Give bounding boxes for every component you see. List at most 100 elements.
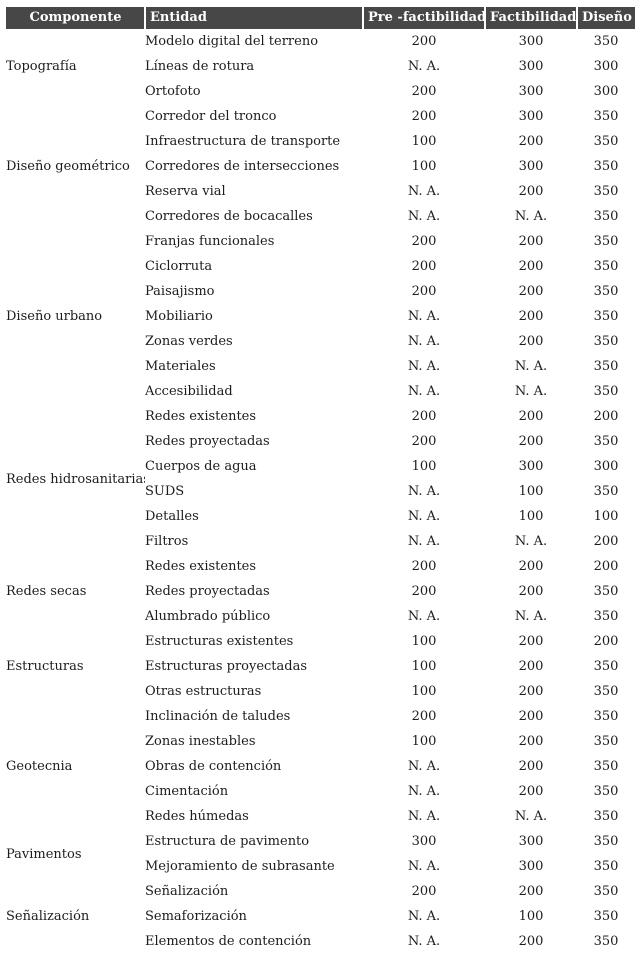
entity-cell: Mejoramiento de subrasante bbox=[145, 859, 335, 874]
value-cell-pre: 100 bbox=[411, 134, 437, 149]
column-header-componente: Componente bbox=[6, 7, 145, 29]
value-cell-pre: N. A. bbox=[407, 859, 441, 874]
entity-cell: Corredores de bocacalles bbox=[145, 209, 313, 224]
value-cell-fact: 200 bbox=[518, 559, 544, 574]
entity-cell: Corredores de intersecciones bbox=[145, 159, 340, 174]
value-cell-fact: 200 bbox=[518, 334, 544, 349]
entity-cell: Redes húmedas bbox=[145, 809, 249, 824]
value-cell-pre: 200 bbox=[411, 34, 437, 49]
value-cell-dis: 350 bbox=[593, 909, 619, 924]
table-row: Mejoramiento de subrasante N. A. 300 350 bbox=[6, 854, 635, 879]
value-cell-fact: 200 bbox=[518, 634, 544, 649]
entity-cell: Señalización bbox=[145, 884, 229, 899]
table-row: SUDS N. A. 100 350 bbox=[6, 479, 635, 504]
table-row: Pavimentos Estructura de pavimento 300 300 3… bbox=[6, 829, 635, 862]
entity-cell: Mobiliario bbox=[145, 309, 213, 324]
value-cell-fact: 300 bbox=[518, 109, 544, 124]
entity-cell: Cuerpos de agua bbox=[145, 459, 257, 474]
entity-cell: Estructura de pavimento bbox=[145, 834, 310, 849]
entity-cell: Cimentación bbox=[145, 784, 229, 799]
value-cell-pre: N. A. bbox=[407, 484, 441, 499]
value-cell-fact: 300 bbox=[518, 84, 544, 99]
value-cell-pre: N. A. bbox=[407, 509, 441, 524]
value-cell-dis: 350 bbox=[593, 484, 619, 499]
value-cell-fact: 200 bbox=[518, 659, 544, 674]
value-cell-dis: 200 bbox=[593, 409, 619, 424]
entity-cell: SUDS bbox=[145, 484, 185, 499]
value-cell-pre: 200 bbox=[411, 559, 437, 574]
value-cell-fact: 200 bbox=[518, 784, 544, 799]
entity-cell: Redes proyectadas bbox=[145, 434, 270, 449]
value-cell-pre: N. A. bbox=[407, 909, 441, 924]
value-cell-pre: 200 bbox=[411, 84, 437, 99]
value-cell-dis: 350 bbox=[593, 109, 619, 124]
value-cell-dis: 350 bbox=[593, 934, 619, 949]
table-row: Mobiliario N. A. 200 350 bbox=[6, 304, 635, 329]
value-cell-pre: 100 bbox=[411, 734, 437, 749]
value-cell-fact: N. A. bbox=[514, 359, 548, 374]
entity-cell: Estructuras proyectadas bbox=[145, 659, 308, 674]
entity-cell: Ortofoto bbox=[145, 84, 201, 99]
entity-cell: Semaforización bbox=[145, 909, 247, 924]
component-cell: Pavimentos bbox=[6, 846, 82, 862]
component-cell: Redes hidrosanitarias bbox=[6, 471, 145, 487]
component-cell: Diseño geométrico bbox=[6, 159, 130, 174]
value-cell-pre: N. A. bbox=[407, 59, 441, 74]
value-cell-fact: 300 bbox=[518, 34, 544, 49]
value-cell-dis: 200 bbox=[593, 534, 619, 549]
table-row: Diseño urbano Franjas funcionales 200 200 35… bbox=[6, 229, 635, 324]
table-row: Diseño geométrico Corredor del tronco 200 3… bbox=[6, 104, 635, 174]
value-cell-fact: 200 bbox=[518, 709, 544, 724]
component-cell: Estructuras bbox=[6, 659, 84, 674]
value-cell-pre: N. A. bbox=[407, 534, 441, 549]
component-cell: Topografía bbox=[6, 59, 77, 74]
table-row: Semaforización N. A. 100 350 bbox=[6, 904, 635, 929]
value-cell-dis: 300 bbox=[593, 459, 619, 474]
value-cell-pre: N. A. bbox=[407, 384, 441, 399]
value-cell-pre: 200 bbox=[411, 234, 437, 249]
value-cell-fact: N. A. bbox=[514, 534, 548, 549]
value-cell-dis: 350 bbox=[593, 134, 619, 149]
value-cell-dis: 350 bbox=[593, 334, 619, 349]
value-cell-dis: 300 bbox=[593, 59, 619, 74]
table-row: Redes proyectadas 200 200 350 bbox=[6, 579, 635, 604]
value-cell-dis: 350 bbox=[593, 834, 619, 849]
table-row: Topografía Modelo digital del terreno 200 3… bbox=[6, 29, 635, 74]
value-cell-pre: N. A. bbox=[407, 334, 441, 349]
value-cell-fact: 200 bbox=[518, 584, 544, 599]
value-cell-fact: 300 bbox=[518, 459, 544, 474]
value-cell-dis: 350 bbox=[593, 809, 619, 824]
entity-cell: Modelo digital del terreno bbox=[145, 34, 319, 49]
value-cell-pre: N. A. bbox=[407, 359, 441, 374]
value-cell-dis: 350 bbox=[593, 184, 619, 199]
value-cell-dis: 350 bbox=[593, 734, 619, 749]
value-cell-fact: 200 bbox=[518, 884, 544, 899]
table-row: Redes secas Redes existentes 200 200 200 bbox=[6, 554, 635, 599]
value-cell-fact: 200 bbox=[518, 409, 544, 424]
value-cell-pre: N. A. bbox=[407, 309, 441, 324]
value-cell-fact: 300 bbox=[518, 859, 544, 874]
table-row: Líneas de rotura N. A. 300 300 bbox=[6, 54, 635, 79]
value-cell-pre: 300 bbox=[411, 834, 437, 849]
value-cell-fact: 200 bbox=[518, 184, 544, 199]
value-cell-pre: 100 bbox=[411, 159, 437, 174]
value-cell-fact: 300 bbox=[518, 159, 544, 174]
table-row: Infraestructura de transporte 100 200 350 bbox=[6, 129, 635, 154]
table-row: Cuerpos de agua 100 300 300 bbox=[6, 454, 635, 479]
column-header-prefactibilidad: Pre -factibilidad bbox=[362, 7, 485, 29]
value-cell-pre: N. A. bbox=[407, 184, 441, 199]
value-cell-pre: 200 bbox=[411, 434, 437, 449]
value-cell-dis: 200 bbox=[593, 634, 619, 649]
entity-cell: Redes existentes bbox=[145, 409, 257, 424]
entity-cell: Reserva vial bbox=[145, 184, 226, 199]
lod-requirements-table: Componente Entidad Pre -factibilidad Fac… bbox=[6, 7, 635, 954]
table-row: Filtros N. A. N. A. 200 bbox=[6, 529, 635, 554]
value-cell-fact: 100 bbox=[518, 509, 544, 524]
value-cell-fact: 200 bbox=[518, 734, 544, 749]
value-cell-fact: 200 bbox=[518, 934, 544, 949]
table-body: Topografía Modelo digital del terreno 200 3… bbox=[6, 29, 635, 954]
value-cell-pre: 100 bbox=[411, 659, 437, 674]
value-cell-pre: 200 bbox=[411, 259, 437, 274]
value-cell-pre: 100 bbox=[411, 459, 437, 474]
value-cell-dis: 350 bbox=[593, 784, 619, 799]
